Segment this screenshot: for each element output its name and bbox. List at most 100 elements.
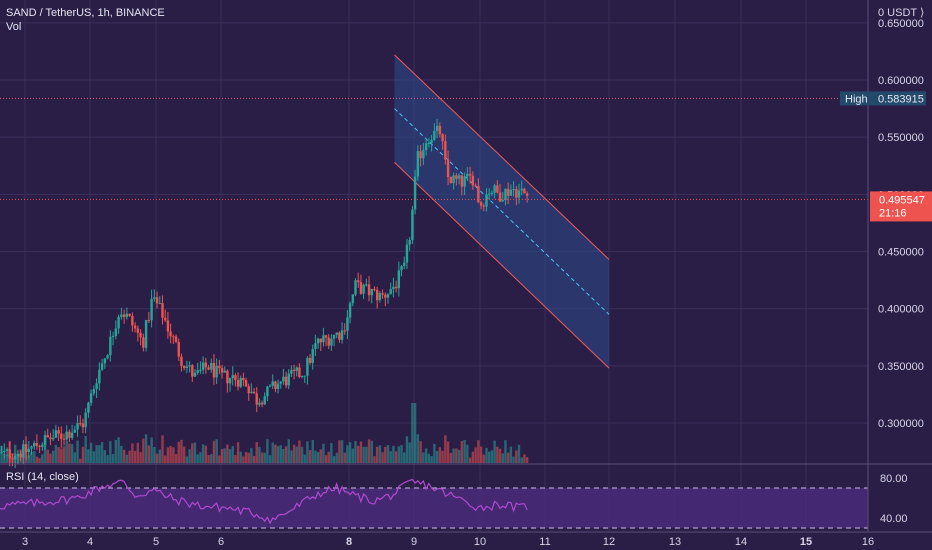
candle bbox=[191, 365, 194, 377]
candle bbox=[274, 381, 277, 390]
volume-bar bbox=[490, 450, 494, 463]
candle bbox=[65, 431, 68, 440]
candle bbox=[512, 188, 515, 190]
last-price-tag bbox=[870, 191, 932, 222]
volume-bar bbox=[70, 444, 74, 463]
high-tag-value: 0.583915 bbox=[878, 93, 924, 105]
candle bbox=[279, 381, 282, 384]
volume-bar bbox=[239, 451, 242, 463]
volume-bar bbox=[228, 449, 232, 463]
candle bbox=[525, 193, 529, 196]
volume-bar bbox=[252, 455, 256, 463]
candle bbox=[95, 383, 98, 390]
volume-bar bbox=[351, 448, 354, 463]
volume-bar bbox=[375, 446, 379, 463]
candle bbox=[89, 393, 93, 403]
candle bbox=[441, 134, 444, 142]
volume-bar bbox=[427, 453, 431, 463]
volume-bar bbox=[125, 454, 129, 463]
volume-bar bbox=[457, 449, 461, 463]
candle bbox=[468, 173, 472, 176]
candle bbox=[316, 338, 320, 344]
volume-bar bbox=[496, 446, 499, 463]
volume-bar bbox=[287, 439, 290, 463]
volume-bar bbox=[520, 457, 523, 463]
volume-bar bbox=[335, 452, 338, 463]
candle bbox=[365, 284, 368, 286]
volume-bar bbox=[114, 439, 118, 463]
candle bbox=[354, 280, 357, 295]
volume-bar bbox=[405, 436, 409, 463]
volume-bar bbox=[260, 452, 264, 463]
candle bbox=[509, 189, 513, 196]
candle bbox=[314, 343, 317, 349]
volume-bar bbox=[284, 446, 288, 463]
volume-bar bbox=[109, 441, 112, 463]
volume-bar bbox=[122, 449, 126, 463]
candle bbox=[386, 294, 390, 298]
candle bbox=[215, 365, 218, 378]
volume-bar bbox=[512, 456, 515, 463]
volume-bar bbox=[76, 440, 79, 463]
candle bbox=[292, 369, 296, 371]
candle bbox=[114, 328, 118, 337]
volume-bar bbox=[343, 452, 346, 463]
candle bbox=[122, 314, 126, 318]
candle bbox=[33, 442, 36, 447]
volume-bar bbox=[30, 451, 33, 463]
candle bbox=[381, 293, 384, 295]
chart-legend: SAND / TetherUS, 1h, BINANCE Vol bbox=[6, 6, 165, 34]
volume-bar bbox=[397, 446, 401, 463]
candle bbox=[455, 175, 458, 179]
candle bbox=[276, 383, 280, 390]
candle bbox=[424, 143, 428, 151]
candle bbox=[300, 376, 304, 378]
volume-bar bbox=[155, 453, 159, 463]
candle bbox=[239, 377, 242, 387]
candle bbox=[460, 175, 464, 187]
candle bbox=[477, 185, 480, 203]
candle bbox=[218, 365, 221, 369]
volume-bar bbox=[60, 448, 63, 463]
volume-bar bbox=[359, 441, 363, 463]
rsi-legend[interactable]: RSI (14, close) bbox=[6, 471, 79, 483]
candle bbox=[346, 317, 349, 331]
volume-bar bbox=[150, 437, 153, 463]
volume-bar bbox=[435, 450, 439, 463]
volume-bar bbox=[346, 445, 349, 463]
candle bbox=[30, 446, 33, 449]
candle bbox=[51, 437, 55, 440]
volume-label[interactable]: Vol bbox=[6, 21, 22, 33]
volume-bar bbox=[389, 451, 392, 463]
volume-bar bbox=[419, 441, 422, 463]
symbol-title[interactable]: SAND / TetherUS, 1h, BINANCE bbox=[6, 7, 165, 19]
volume-bar bbox=[386, 445, 390, 463]
volume-bar bbox=[35, 456, 39, 463]
candle bbox=[43, 435, 47, 445]
candle bbox=[128, 313, 131, 316]
candle bbox=[452, 175, 455, 184]
volume-bar bbox=[263, 452, 266, 463]
candle bbox=[188, 365, 191, 367]
volume-bar bbox=[84, 435, 87, 463]
candle bbox=[357, 280, 360, 283]
volume-bar bbox=[452, 448, 455, 463]
candle bbox=[479, 202, 483, 206]
candle bbox=[223, 370, 226, 373]
candle bbox=[228, 378, 232, 384]
candle bbox=[444, 141, 447, 160]
candle bbox=[196, 370, 199, 373]
candle bbox=[255, 393, 258, 405]
candle bbox=[362, 284, 365, 294]
volume-bar bbox=[220, 448, 224, 463]
candle bbox=[348, 303, 352, 318]
candle bbox=[258, 402, 261, 405]
volume-bar bbox=[340, 440, 344, 463]
candle bbox=[427, 143, 431, 145]
candle bbox=[136, 328, 140, 333]
volume-bar bbox=[204, 445, 208, 463]
volume-bar bbox=[381, 452, 384, 463]
candle bbox=[24, 444, 28, 452]
